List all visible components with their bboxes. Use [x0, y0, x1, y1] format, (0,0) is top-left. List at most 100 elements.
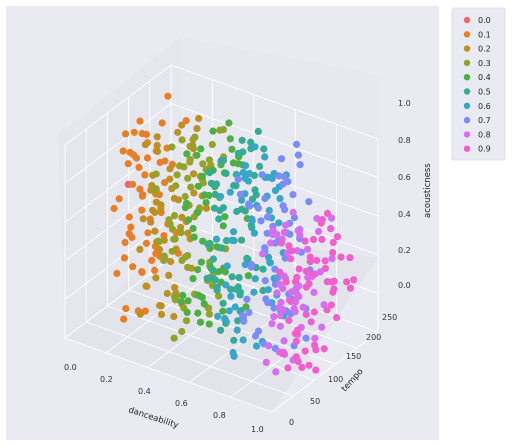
data-point	[327, 301, 335, 309]
data-point	[304, 245, 312, 253]
data-point	[226, 188, 234, 196]
data-point	[189, 141, 197, 149]
data-point	[293, 247, 301, 255]
data-point	[230, 181, 238, 190]
data-point	[194, 182, 202, 190]
data-point	[265, 342, 273, 350]
data-point	[302, 310, 310, 319]
data-point	[323, 278, 331, 286]
data-point	[193, 125, 201, 133]
data-point	[239, 336, 247, 344]
data-point	[245, 169, 254, 178]
data-point	[329, 249, 337, 257]
data-point	[259, 265, 267, 273]
data-point	[236, 190, 245, 198]
data-point	[152, 185, 160, 193]
data-point	[244, 272, 252, 280]
data-point	[179, 291, 187, 299]
data-point	[311, 334, 319, 342]
legend-marker	[463, 88, 471, 95]
data-point	[310, 308, 318, 316]
legend-marker	[463, 131, 471, 138]
data-point	[261, 277, 269, 285]
data-point	[295, 265, 303, 273]
data-point	[248, 224, 256, 232]
data-point	[277, 155, 286, 163]
data-point	[257, 217, 265, 225]
data-point	[279, 202, 287, 210]
data-point	[186, 156, 194, 164]
data-point	[243, 295, 251, 303]
data-point	[120, 315, 128, 323]
grid-line	[147, 287, 255, 368]
data-point	[238, 196, 246, 204]
data-point	[173, 171, 181, 179]
data-point	[141, 141, 149, 149]
data-point	[323, 209, 332, 217]
data-point	[247, 263, 255, 271]
data-point	[238, 136, 246, 144]
data-point	[343, 278, 351, 286]
data-point	[195, 114, 203, 123]
legend-marker	[463, 102, 471, 110]
data-point	[166, 165, 174, 173]
data-point	[212, 235, 221, 243]
data-point	[132, 154, 141, 162]
data-point	[311, 341, 319, 349]
grid-line	[107, 305, 315, 381]
data-point	[152, 170, 160, 178]
grid-line	[128, 289, 336, 365]
data-point	[328, 214, 336, 222]
data-point	[142, 239, 151, 247]
data-point	[191, 133, 199, 141]
data-point	[329, 288, 337, 296]
data-point	[171, 284, 179, 292]
data-point	[184, 252, 192, 260]
data-point	[202, 204, 211, 212]
x-tick-label: 0.4	[138, 387, 151, 396]
grid-line	[170, 64, 379, 140]
data-point	[275, 172, 283, 180]
data-point	[230, 336, 238, 344]
data-point	[184, 216, 193, 224]
data-point	[139, 191, 147, 199]
data-point	[136, 117, 144, 125]
data-point	[177, 298, 185, 306]
data-point	[215, 215, 223, 223]
data-point	[182, 317, 191, 325]
data-point	[138, 268, 146, 276]
data-point	[260, 145, 268, 153]
data-point	[301, 347, 309, 355]
data-point	[168, 143, 176, 151]
data-point	[302, 334, 310, 342]
data-point	[313, 214, 321, 223]
data-point	[263, 229, 271, 237]
data-point	[147, 218, 155, 226]
y-tick-labels: 0 50 100 150 200 250	[289, 313, 397, 427]
y-tick-label: 200	[366, 333, 381, 342]
data-point	[144, 229, 152, 237]
data-point	[176, 162, 184, 170]
data-point	[225, 307, 233, 315]
data-point	[205, 310, 213, 318]
data-point	[168, 247, 176, 255]
data-point	[292, 353, 300, 361]
legend-marker	[463, 45, 471, 52]
data-point	[261, 153, 269, 161]
data-point	[242, 162, 250, 170]
data-point	[170, 212, 179, 220]
data-point	[161, 179, 169, 187]
data-point	[170, 292, 178, 300]
data-point	[247, 138, 255, 146]
data-point	[254, 127, 262, 135]
data-point	[306, 258, 314, 266]
data-point	[219, 222, 227, 230]
data-point	[202, 199, 210, 207]
data-point	[136, 185, 144, 193]
data-point	[190, 189, 198, 197]
data-point	[287, 298, 295, 306]
data-point	[313, 256, 321, 264]
data-point	[288, 288, 296, 296]
data-point	[124, 160, 132, 168]
